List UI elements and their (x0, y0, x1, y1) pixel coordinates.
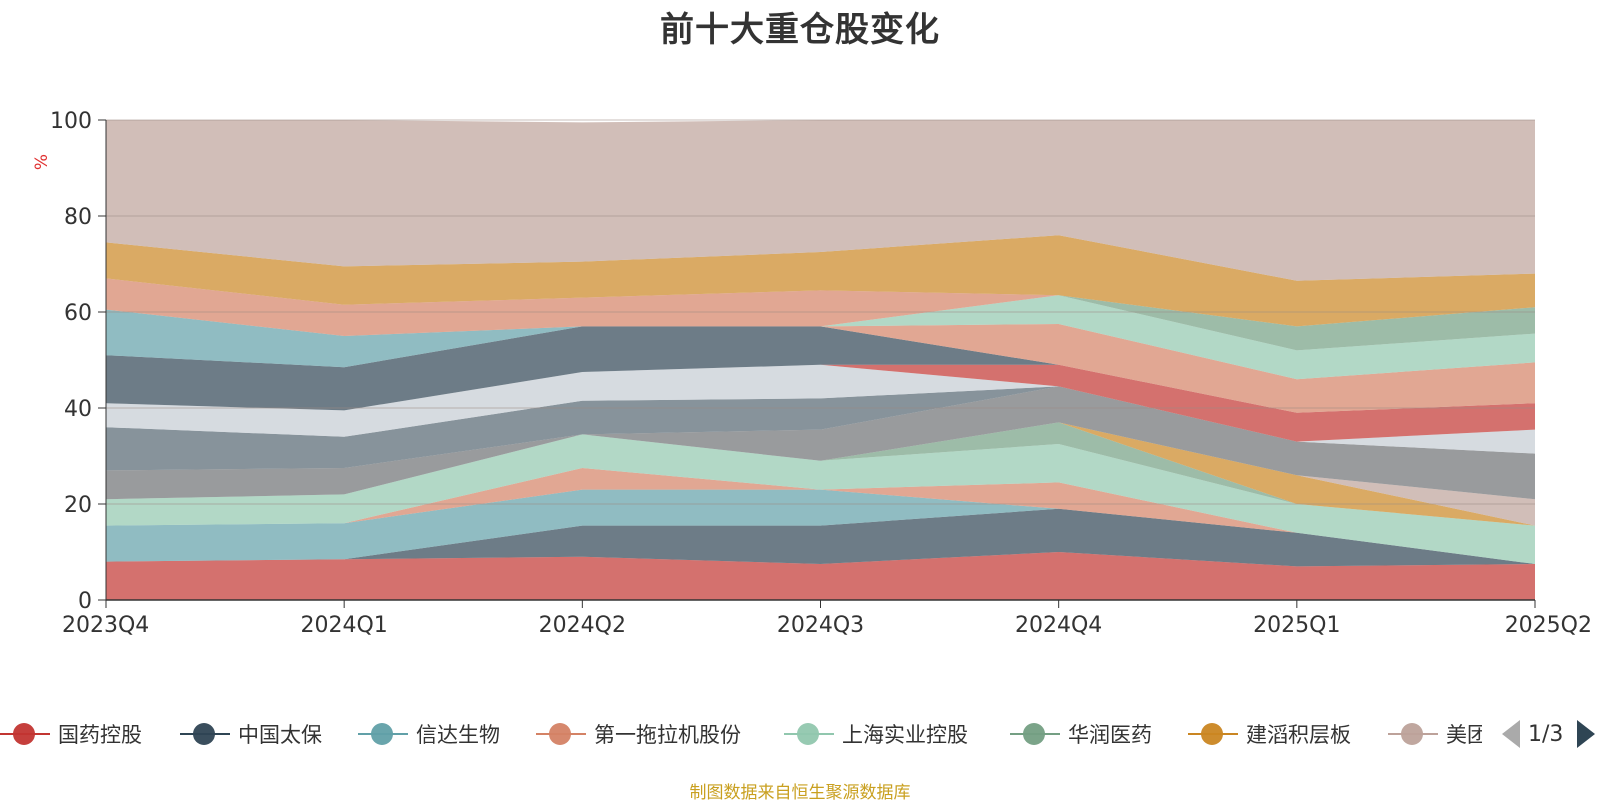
legend-item[interactable]: 国药控股 (0, 714, 142, 754)
series-area-3[interactable] (106, 468, 1535, 564)
series-area-13[interactable] (106, 324, 1535, 413)
series-areas (106, 120, 1535, 600)
series-area-17[interactable] (106, 278, 1535, 351)
legend-label: 美团 (1446, 723, 1482, 747)
series-area-4[interactable] (106, 434, 1535, 564)
legend-label: 上海实业控股 (842, 723, 968, 747)
x-tick-label: 2024Q1 (301, 613, 388, 638)
legend-label: 国药控股 (58, 723, 142, 747)
x-tick-labels: 2023Q4 2024Q1 2024Q2 2024Q3 2024Q4 2025Q1 2025… (62, 613, 1592, 638)
legend-item[interactable]: 美团 (1388, 714, 1482, 754)
legend-label: 第一拖拉机股份 (594, 723, 741, 747)
legend-marker-icon (358, 722, 408, 746)
series-area-11[interactable] (106, 364, 1535, 442)
y-tick-label: 0 (78, 589, 92, 614)
x-tick-label: 2025Q1 (1253, 613, 1340, 638)
x-tick-label: 2024Q3 (777, 613, 864, 638)
legend-item[interactable]: 信达生物 (358, 714, 500, 754)
legend-marker-icon (1388, 722, 1438, 746)
legend-page-indicator: 1/3 (1528, 721, 1564, 747)
x-tick-label: 2024Q2 (539, 613, 626, 638)
series-area-9[interactable] (106, 386, 1535, 471)
legend-viewport: 国药控股 中国太保 信达生物 第一拖拉机股份 上海实业控股 华润医药 建滔积层板 美团 (0, 714, 1482, 754)
y-tick-label: 60 (64, 301, 92, 326)
axes (98, 119, 1536, 608)
x-tick-label: 2024Q4 (1015, 613, 1102, 638)
legend-item[interactable]: 建滔积层板 (1188, 714, 1351, 754)
series-area-18[interactable] (106, 235, 1535, 327)
legend-label: 建滔积层板 (1246, 723, 1351, 747)
legend-item[interactable]: 华润医药 (1010, 714, 1152, 754)
x-tick-label: 2023Q4 (62, 613, 149, 638)
grid-lines (106, 119, 1535, 505)
legend: 国药控股 中国太保 信达生物 第一拖拉机股份 上海实业控股 华润医药 建滔积层板 美团 1/3 (0, 714, 1600, 754)
data-source-note: 制图数据来自恒生聚源数据库 (689, 783, 911, 800)
legend-label: 信达生物 (416, 723, 500, 747)
legend-marker-icon (1010, 722, 1060, 746)
y-tick-label: 20 (64, 493, 92, 518)
legend-label: 中国太保 (238, 723, 322, 747)
series-area-2[interactable] (106, 489, 1535, 564)
series-area-6[interactable] (106, 422, 1535, 526)
legend-item[interactable]: 中国太保 (180, 714, 322, 754)
legend-label: 华润医药 (1068, 723, 1152, 747)
series-area-16[interactable] (106, 278, 1535, 351)
legend-marker-icon (0, 722, 50, 746)
legend-marker-icon (784, 722, 834, 746)
y-tick-label: 40 (64, 397, 92, 422)
y-tick-label: 100 (50, 109, 92, 134)
series-area-12[interactable] (106, 326, 1535, 413)
series-area-8[interactable] (106, 386, 1535, 500)
x-tick-label: 2025Q2 (1505, 613, 1592, 638)
legend-item[interactable]: 上海实业控股 (784, 714, 968, 754)
legend-marker-icon (536, 722, 586, 746)
legend-item[interactable]: 第一拖拉机股份 (536, 714, 741, 754)
legend-next-page-icon[interactable] (1577, 720, 1596, 748)
series-area-1[interactable] (106, 508, 1535, 567)
legend-prev-page-icon[interactable] (1502, 720, 1520, 748)
legend-marker-icon (1188, 722, 1238, 746)
series-area-19[interactable] (106, 120, 1535, 281)
series-area-15[interactable] (106, 295, 1535, 380)
series-area-10[interactable] (106, 364, 1535, 454)
series-area-14[interactable] (106, 309, 1535, 380)
legend-pager: 1/3 (1502, 714, 1596, 754)
series-area-0[interactable] (106, 552, 1535, 600)
y-tick-labels: 0 20 40 60 80 100 (50, 109, 92, 614)
y-tick-label: 80 (64, 205, 92, 230)
legend-marker-icon (180, 722, 230, 746)
chart-title: 前十大重仓股变化 (660, 10, 940, 50)
